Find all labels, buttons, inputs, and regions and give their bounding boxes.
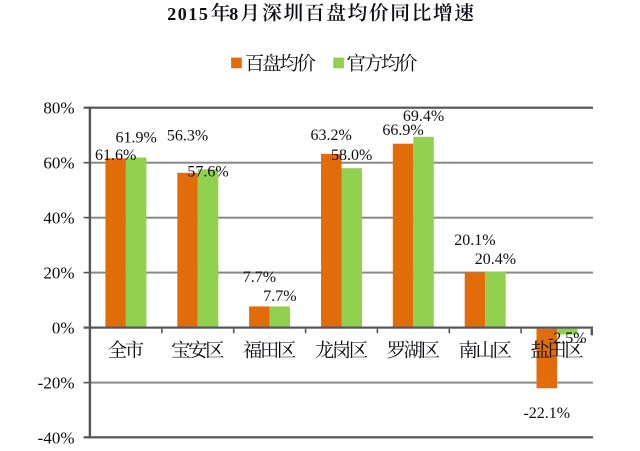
svg-text:69.4%: 69.4% — [403, 108, 444, 125]
svg-text:-22.1%: -22.1% — [523, 405, 570, 422]
svg-text:66.9%: 66.9% — [382, 122, 423, 139]
svg-text:0%: 0% — [52, 318, 75, 337]
svg-text:61.9%: 61.9% — [116, 129, 157, 146]
svg-text:7.7%: 7.7% — [263, 288, 296, 305]
svg-text:80%: 80% — [43, 99, 74, 118]
svg-text:58.0%: 58.0% — [331, 147, 372, 164]
svg-text:7.7%: 7.7% — [243, 269, 276, 286]
svg-text:61.6%: 61.6% — [95, 147, 136, 164]
svg-text:56.3%: 56.3% — [167, 127, 208, 144]
svg-text:57.6%: 57.6% — [187, 164, 228, 181]
svg-text:20%: 20% — [43, 263, 74, 282]
svg-text:20.4%: 20.4% — [475, 251, 516, 268]
svg-text:60%: 60% — [43, 154, 74, 173]
svg-text:40%: 40% — [43, 209, 74, 228]
svg-text:8: 8 — [229, 4, 238, 24]
svg-text:20.1%: 20.1% — [454, 232, 495, 249]
svg-text:2015: 2015 — [167, 4, 209, 24]
svg-text:63.2%: 63.2% — [311, 127, 352, 144]
svg-text:-20%: -20% — [38, 373, 75, 392]
svg-text:-40%: -40% — [38, 428, 75, 447]
